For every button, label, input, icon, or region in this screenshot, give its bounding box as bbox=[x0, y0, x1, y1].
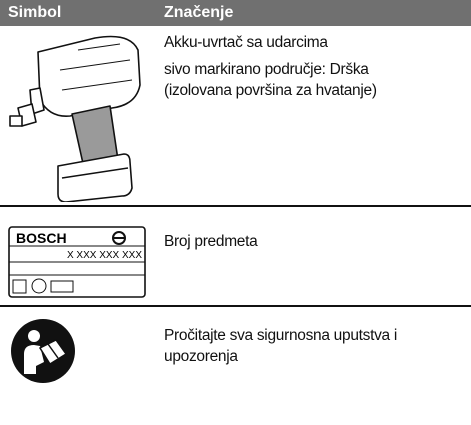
text-line: Pročitajte sva sigurnosna uputstva i bbox=[164, 327, 398, 344]
meaning-text: Broj predmeta bbox=[164, 231, 258, 252]
impact-wrench-icon bbox=[9, 35, 141, 202]
nameplate-icon: BOSCH X XXX XXX XXX bbox=[8, 226, 146, 298]
header-cell: Značenje bbox=[164, 4, 234, 21]
meaning-text: Akku-uvrtač sa udarcima sivo markirano p… bbox=[164, 32, 377, 101]
text-line: (izolovana površina za hvatanje) bbox=[164, 82, 377, 99]
text-line: sivo markirano područje: Drška bbox=[164, 61, 369, 78]
table-header: Simbol Značenje bbox=[0, 0, 471, 26]
plate-brand: BOSCH bbox=[16, 230, 67, 246]
text-line: Broj predmeta bbox=[164, 233, 258, 250]
plate-number: X XXX XXX XXX bbox=[67, 250, 142, 261]
read-manual-icon bbox=[11, 319, 75, 383]
meaning-text: Pročitajte sva sigurnosna uputstva i upo… bbox=[164, 325, 397, 367]
text-line: Akku-uvrtač sa udarcima bbox=[164, 34, 328, 51]
text-line: upozorenja bbox=[164, 348, 238, 365]
header-cell: Simbol bbox=[8, 4, 62, 21]
row-rule bbox=[0, 305, 471, 307]
row-rule bbox=[0, 205, 471, 207]
